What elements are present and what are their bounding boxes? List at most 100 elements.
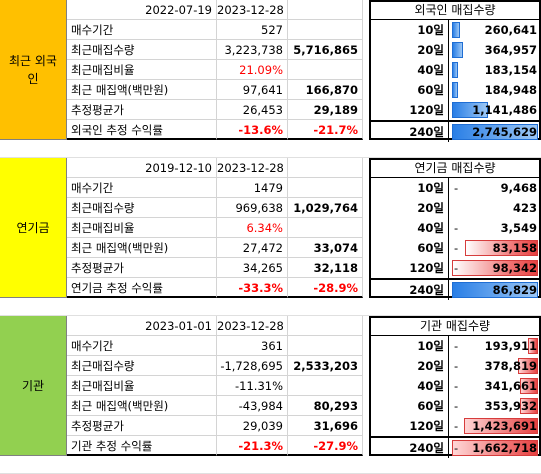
value-1[interactable]: 969,638 — [217, 198, 288, 218]
value-2[interactable]: 1,029,764 — [288, 198, 363, 218]
period-label[interactable]: 10일 — [369, 178, 449, 198]
row-label[interactable]: 외국인 추정 수익률 — [67, 120, 217, 140]
value-2[interactable] — [288, 336, 363, 356]
value-1[interactable]: 27,472 — [217, 238, 288, 258]
category-cell[interactable]: 연기금 — [0, 158, 67, 298]
period-label[interactable]: 120일 — [369, 258, 449, 278]
quantity-cell[interactable]: 260,641 — [449, 20, 541, 40]
value-1[interactable]: 1479 — [217, 178, 288, 198]
value-2[interactable] — [288, 218, 363, 238]
quantity-cell[interactable]: 1,141,486 — [449, 100, 541, 120]
row-label[interactable]: 연기금 추정 수익률 — [67, 278, 217, 298]
empty-cell[interactable] — [288, 0, 363, 20]
value-2[interactable]: -27.9% — [288, 436, 363, 456]
row-label[interactable]: 매수기간 — [67, 20, 217, 40]
quantity-cell[interactable]: -1,423,691 — [449, 416, 541, 436]
period-label[interactable]: 10일 — [369, 336, 449, 356]
empty-cell[interactable] — [288, 316, 363, 336]
value-1[interactable]: 21.09% — [217, 60, 288, 80]
end-date[interactable]: 2023-12-28 — [217, 0, 288, 20]
quantity-cell[interactable]: - 9,468 — [449, 178, 541, 198]
start-date[interactable]: 2022-07-19 — [67, 0, 217, 20]
value-2[interactable]: 31,696 — [288, 416, 363, 436]
end-date[interactable]: 2023-12-28 — [217, 316, 288, 336]
start-date[interactable]: 2019-12-10 — [67, 158, 217, 178]
category-cell[interactable]: 최근 외국 인 — [0, 0, 67, 140]
value-2[interactable] — [288, 60, 363, 80]
value-1[interactable]: -13.6% — [217, 120, 288, 140]
value-2[interactable] — [288, 20, 363, 40]
value-2[interactable]: 33,074 — [288, 238, 363, 258]
value-2[interactable]: 5,716,865 — [288, 40, 363, 60]
quantity-cell[interactable]: - 3,549 — [449, 218, 541, 238]
value-1[interactable]: 97,641 — [217, 80, 288, 100]
period-label[interactable]: 60일 — [369, 80, 449, 100]
row-label[interactable]: 최근매집수량 — [67, 198, 217, 218]
row-label[interactable]: 추정평균가 — [67, 100, 217, 120]
value-1[interactable]: -1,728,695 — [217, 356, 288, 376]
row-label[interactable]: 기관 추정 수익률 — [67, 436, 217, 456]
value-2[interactable]: 2,533,203 — [288, 356, 363, 376]
empty-cell[interactable] — [288, 158, 363, 178]
period-label[interactable]: 240일 — [369, 438, 449, 458]
period-label[interactable]: 20일 — [369, 40, 449, 60]
value-2[interactable]: -28.9% — [288, 278, 363, 298]
row-label[interactable]: 최근매집수량 — [67, 356, 217, 376]
row-label[interactable]: 매수기간 — [67, 336, 217, 356]
value-1[interactable]: -33.3% — [217, 278, 288, 298]
quantity-cell[interactable]: 364,957 — [449, 40, 541, 60]
period-label[interactable]: 240일 — [369, 280, 449, 300]
period-label[interactable]: 40일 — [369, 376, 449, 396]
value-2[interactable]: 80,293 — [288, 396, 363, 416]
value-2[interactable] — [288, 376, 363, 396]
quantity-cell[interactable]: 184,948 — [449, 80, 541, 100]
period-label[interactable]: 60일 — [369, 396, 449, 416]
value-1[interactable]: -43,984 — [217, 396, 288, 416]
row-label[interactable]: 최근 매집액(백만원) — [67, 80, 217, 100]
end-date[interactable]: 2023-12-28 — [217, 158, 288, 178]
quantity-cell[interactable]: 183,154 — [449, 60, 541, 80]
quantity-cell[interactable]: 423 — [449, 198, 541, 218]
row-label[interactable]: 추정평균가 — [67, 416, 217, 436]
value-1[interactable]: 3,223,738 — [217, 40, 288, 60]
period-label[interactable]: 120일 — [369, 100, 449, 120]
quantity-cell[interactable]: - 353,932 — [449, 396, 541, 416]
row-label[interactable]: 매수기간 — [67, 178, 217, 198]
period-label[interactable]: 60일 — [369, 238, 449, 258]
value-1[interactable]: 6.34% — [217, 218, 288, 238]
quantity-cell[interactable]: -1,662,718 — [449, 438, 541, 458]
row-label[interactable]: 최근 매집액(백만원) — [67, 238, 217, 258]
quantity-cell[interactable]: 86,829 — [449, 280, 541, 300]
period-label[interactable]: 40일 — [369, 60, 449, 80]
period-label[interactable]: 10일 — [369, 20, 449, 40]
value-1[interactable]: 361 — [217, 336, 288, 356]
quantity-cell[interactable]: - 378,819 — [449, 356, 541, 376]
value-1[interactable]: -11.31% — [217, 376, 288, 396]
start-date[interactable]: 2023-01-01 — [67, 316, 217, 336]
row-label[interactable]: 최근 매집액(백만원) — [67, 396, 217, 416]
period-label[interactable]: 120일 — [369, 416, 449, 436]
row-label[interactable]: 추정평균가 — [67, 258, 217, 278]
value-1[interactable]: 527 — [217, 20, 288, 40]
value-2[interactable] — [288, 178, 363, 198]
category-cell[interactable]: 기관 — [0, 316, 67, 456]
quantity-cell[interactable]: - 193,911 — [449, 336, 541, 356]
period-label[interactable]: 240일 — [369, 122, 449, 142]
value-2[interactable]: 29,189 — [288, 100, 363, 120]
value-1[interactable]: 29,039 — [217, 416, 288, 436]
period-label[interactable]: 40일 — [369, 218, 449, 238]
value-1[interactable]: 26,453 — [217, 100, 288, 120]
row-label[interactable]: 최근매집비율 — [67, 376, 217, 396]
value-1[interactable]: 34,265 — [217, 258, 288, 278]
quantity-cell[interactable]: 2,745,629 — [449, 122, 541, 142]
period-label[interactable]: 20일 — [369, 198, 449, 218]
row-label[interactable]: 최근매집비율 — [67, 60, 217, 80]
period-label[interactable]: 20일 — [369, 356, 449, 376]
value-1[interactable]: -21.3% — [217, 436, 288, 456]
quantity-cell[interactable]: - 83,158 — [449, 238, 541, 258]
value-2[interactable]: -21.7% — [288, 120, 363, 140]
row-label[interactable]: 최근매집수량 — [67, 40, 217, 60]
row-label[interactable]: 최근매집비율 — [67, 218, 217, 238]
quantity-cell[interactable]: - 98,342 — [449, 258, 541, 278]
value-2[interactable]: 32,118 — [288, 258, 363, 278]
